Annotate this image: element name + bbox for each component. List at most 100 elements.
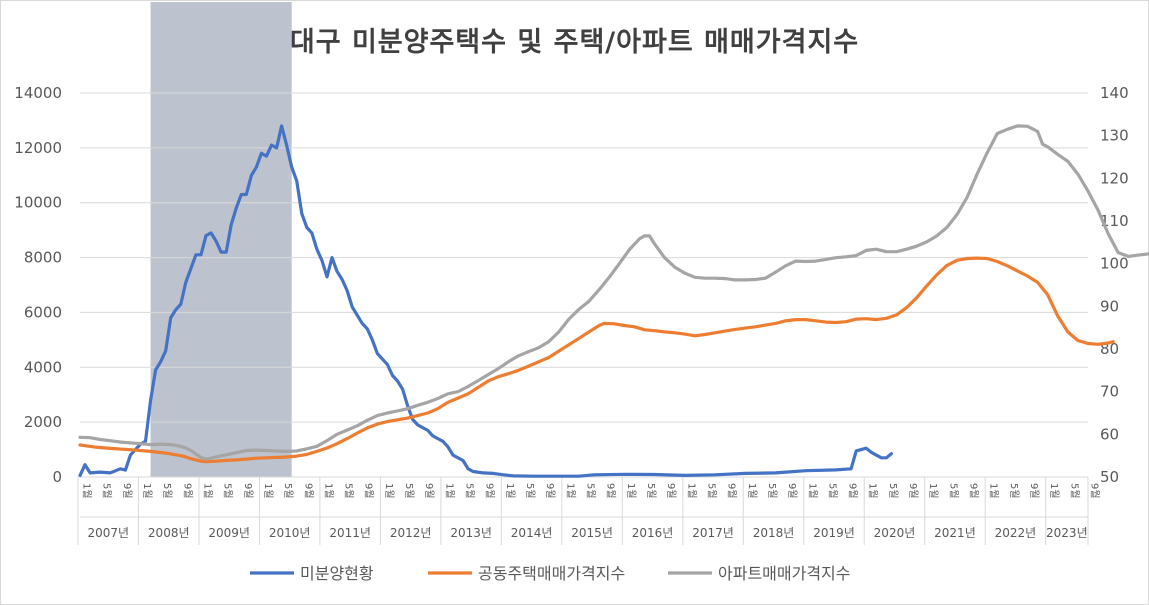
legend-entry: 공동주택매매가격지수 bbox=[478, 564, 625, 583]
legend-entry: 미분양현황 bbox=[300, 564, 374, 583]
month-tick-label: 1월 bbox=[988, 483, 1000, 499]
month-tick-label: 5월 bbox=[1008, 483, 1020, 499]
left-axis-tick-label: 14000 bbox=[14, 84, 62, 102]
right-axis-tick-label: 140 bbox=[1100, 84, 1129, 102]
month-tick-label: 5월 bbox=[222, 483, 234, 499]
month-tick-label: 9월 bbox=[363, 483, 375, 499]
year-label: 2017년 bbox=[692, 526, 734, 540]
month-tick-label: 5월 bbox=[464, 483, 476, 499]
legend: 미분양현황 공동주택매매가격지수 아파트매매가격지수 bbox=[250, 564, 850, 583]
series-line bbox=[78, 256, 1115, 464]
month-tick-label: 5월 bbox=[101, 483, 113, 499]
month-tick-label: 1월 bbox=[746, 483, 758, 499]
month-tick-label: 5월 bbox=[947, 483, 959, 499]
x-axis: 1월 5월 9월 1월 5월 9월 1월 5월 9월 1월 5월 9월 1월 5월 9월 1월 5월 9월 1월 5월… bbox=[77, 476, 1101, 545]
month-tick-label: 9월 bbox=[1028, 483, 1040, 499]
left-axis-tick-label: 2000 bbox=[24, 413, 62, 431]
month-tick-label: 1월 bbox=[685, 483, 697, 499]
right-axis-tick-label: 110 bbox=[1100, 212, 1129, 230]
month-tick-label: 5월 bbox=[161, 483, 173, 499]
month-tick-label: 1월 bbox=[1048, 483, 1060, 499]
left-axis-tick-label: 10000 bbox=[14, 194, 62, 212]
series-line bbox=[78, 124, 1149, 461]
left-axis-tick-label: 0 bbox=[52, 468, 62, 486]
month-tick-label: 5월 bbox=[766, 483, 778, 499]
right-axis-tick-label: 130 bbox=[1100, 127, 1129, 145]
year-label: 2022년 bbox=[995, 526, 1037, 540]
left-axis-tick-label: 8000 bbox=[24, 249, 62, 267]
month-tick-label: 1월 bbox=[383, 483, 395, 499]
month-tick-label: 9월 bbox=[484, 483, 496, 499]
month-tick-label: 1월 bbox=[201, 483, 213, 499]
year-label: 2021년 bbox=[934, 526, 976, 540]
month-tick-label: 5월 bbox=[887, 483, 899, 499]
month-tick-label: 1월 bbox=[81, 483, 93, 499]
year-label: 2013년 bbox=[450, 526, 492, 540]
gridlines bbox=[80, 92, 1088, 478]
month-tick-label: 5월 bbox=[705, 483, 717, 499]
month-tick-label: 5월 bbox=[826, 483, 838, 499]
month-tick-label: 9월 bbox=[121, 483, 133, 499]
right-axis-tick-label: 120 bbox=[1100, 169, 1129, 187]
month-tick-label: 1월 bbox=[141, 483, 153, 499]
year-label: 2020년 bbox=[874, 526, 916, 540]
month-tick-label: 1월 bbox=[443, 483, 455, 499]
month-tick-label: 5월 bbox=[585, 483, 597, 499]
year-label: 2015년 bbox=[571, 526, 613, 540]
year-label: 2019년 bbox=[813, 526, 855, 540]
month-tick-label: 9월 bbox=[423, 483, 435, 499]
month-tick-label: 5월 bbox=[524, 483, 536, 499]
month-tick-label: 9월 bbox=[726, 483, 738, 499]
month-tick-label: 9월 bbox=[181, 483, 193, 499]
month-tick-label: 5월 bbox=[343, 483, 355, 499]
month-tick-label: 9월 bbox=[544, 483, 556, 499]
month-tick-label: 1월 bbox=[927, 483, 939, 499]
left-axis-tick-label: 6000 bbox=[24, 303, 62, 321]
chart-title: 대구 미분양주택수 및 주택/아파트 매매가격지수 bbox=[289, 27, 860, 58]
left-axis-tick-label: 4000 bbox=[24, 358, 62, 376]
year-label: 2010년 bbox=[269, 526, 311, 540]
month-tick-label: 5월 bbox=[403, 483, 415, 499]
right-axis-tick-label: 70 bbox=[1100, 383, 1119, 401]
month-tick-label: 9월 bbox=[302, 483, 314, 499]
year-label: 2016년 bbox=[632, 526, 674, 540]
month-tick-label: 1월 bbox=[262, 483, 274, 499]
year-label: 2007년 bbox=[87, 526, 129, 540]
year-label: 2012년 bbox=[390, 526, 432, 540]
month-tick-label: 5월 bbox=[645, 483, 657, 499]
right-axis-tick-label: 100 bbox=[1100, 255, 1129, 273]
right-axis-tick-label: 60 bbox=[1100, 425, 1119, 443]
month-tick-label: 1월 bbox=[625, 483, 637, 499]
month-tick-label: 9월 bbox=[786, 483, 798, 499]
shaded-period-layer bbox=[150, 2, 292, 477]
month-tick-label: 9월 bbox=[605, 483, 617, 499]
month-tick-label: 1월 bbox=[806, 483, 818, 499]
month-tick-label: 5월 bbox=[1068, 483, 1080, 499]
month-tick-label: 9월 bbox=[847, 483, 859, 499]
series-line bbox=[78, 124, 894, 478]
year-label: 2014년 bbox=[511, 526, 553, 540]
month-tick-label: 9월 bbox=[242, 483, 254, 499]
year-label: 2018년 bbox=[753, 526, 795, 540]
month-tick-label: 1월 bbox=[867, 483, 879, 499]
year-label: 2009년 bbox=[208, 526, 250, 540]
month-tick-label: 9월 bbox=[1089, 483, 1101, 499]
left-axis: 0 2000 4000 6000 8000 10000 12000 14000 bbox=[14, 84, 62, 486]
month-tick-label: 9월 bbox=[968, 483, 980, 499]
right-axis-tick-label: 50 bbox=[1100, 468, 1119, 486]
legend-entry: 아파트매매가격지수 bbox=[718, 564, 850, 583]
month-tick-label: 5월 bbox=[282, 483, 294, 499]
month-tick-label: 1월 bbox=[322, 483, 334, 499]
right-axis-tick-label: 90 bbox=[1100, 297, 1119, 315]
month-tick-label: 9월 bbox=[907, 483, 919, 499]
year-label: 2008년 bbox=[148, 526, 190, 540]
month-tick-label: 1월 bbox=[564, 483, 576, 499]
shaded-period bbox=[150, 2, 292, 477]
month-tick-label: 9월 bbox=[665, 483, 677, 499]
left-axis-tick-label: 12000 bbox=[14, 139, 62, 157]
month-tick-label: 1월 bbox=[504, 483, 516, 499]
year-label: 2011년 bbox=[329, 526, 371, 540]
series-lines bbox=[78, 124, 1149, 478]
